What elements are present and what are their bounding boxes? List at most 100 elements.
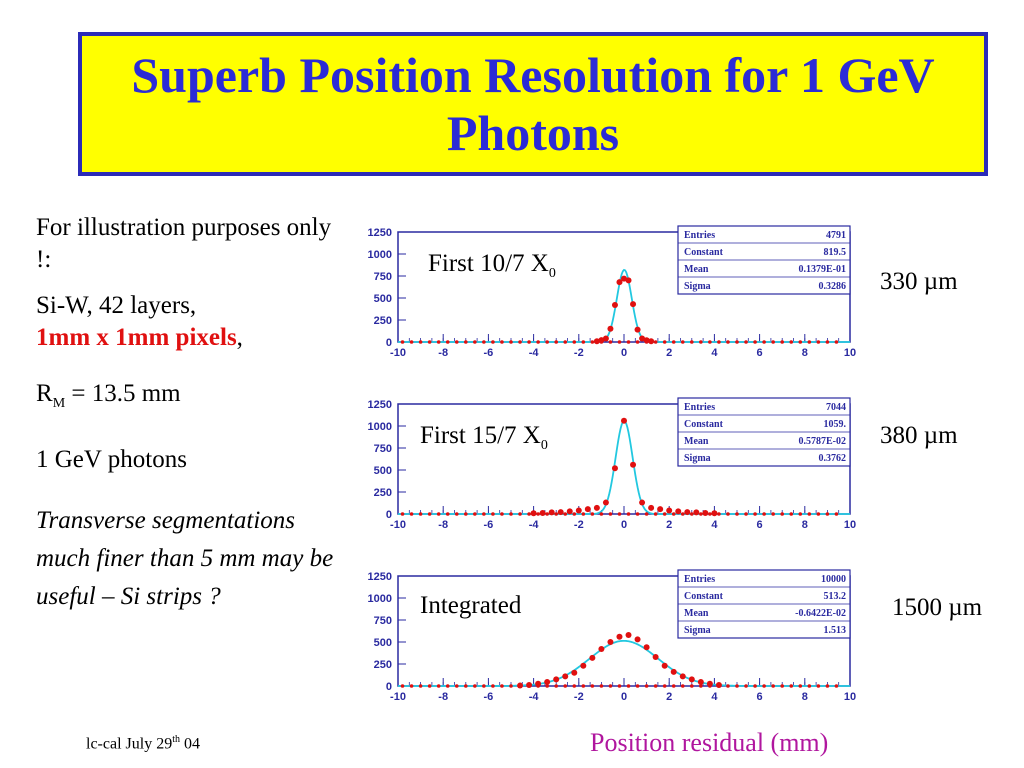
stats-value: 0.3762: [819, 453, 847, 464]
pixel-size: 1mm x 1mm pixels: [36, 324, 237, 351]
baseline-point: [500, 340, 504, 344]
baseline-point: [563, 684, 568, 688]
data-point: [589, 654, 596, 661]
panel-label-text: First 10/7 X: [428, 250, 549, 277]
baseline-point: [753, 512, 757, 516]
y-tick-label: 1250: [368, 571, 392, 583]
illustration-note: For illustration purposes only !:: [36, 214, 332, 273]
x-tick-label: 4: [711, 519, 718, 531]
baseline-point: [626, 512, 631, 516]
baseline-point: [635, 512, 640, 516]
baseline-point: [680, 684, 685, 688]
baseline-point: [590, 684, 595, 688]
baseline-point: [789, 684, 794, 688]
x-tick-label: -10: [390, 519, 406, 531]
baseline-point: [690, 340, 694, 344]
data-point: [544, 679, 551, 686]
baseline-point: [400, 512, 405, 516]
y-tick-label: 0: [386, 681, 392, 693]
baseline-point: [536, 340, 540, 344]
detector-spec: Si-W, 42 layers, 1mm x 1mm pixels,: [36, 290, 336, 354]
baseline-point: [653, 512, 658, 516]
title-box: Superb Position Resolution for 1 GeV Pho…: [78, 32, 988, 176]
baseline-point: [789, 512, 794, 516]
baseline-point: [825, 512, 830, 516]
slide-title: Superb Position Resolution for 1 GeV Pho…: [131, 47, 935, 161]
data-point: [652, 653, 659, 660]
data-point: [630, 301, 637, 308]
data-point: [535, 680, 542, 687]
footer-year: 04: [179, 735, 200, 753]
left-text-column: For illustration purposes only !: Si-W, …: [36, 212, 336, 630]
footer: lc-cal July 29th 04: [86, 734, 200, 753]
y-tick-label: 1250: [368, 399, 392, 411]
baseline-point: [635, 684, 640, 688]
x-tick-label: 2: [666, 347, 672, 359]
x-tick-label: -8: [438, 519, 448, 531]
panel-label: Integrated: [420, 592, 521, 624]
panel-label: First 10/7 X0: [428, 250, 556, 282]
stats-key: Sigma: [684, 453, 711, 464]
baseline-point: [816, 512, 821, 516]
histogram-chart: 0 250 500 750 1000 1250 -10 -8 -6 -4 -2 0 2 4 6 8 10 Entr…: [368, 397, 856, 531]
panel-label: First 15/7 X0: [420, 422, 548, 454]
baseline-point: [717, 340, 721, 344]
baseline-point: [400, 684, 405, 688]
histogram-panel-integrated: 0 250 500 750 1000 1250 -10 -8 -6 -4 -2 0 2 4 6 8 10 Entr…: [340, 556, 880, 726]
y-tick-label: 0: [386, 337, 392, 349]
baseline-point: [491, 684, 495, 688]
x-tick-label: -10: [390, 691, 406, 703]
data-point: [517, 682, 524, 689]
baseline-point: [771, 684, 775, 688]
segmentation-note: Transverse segmentations much finer than…: [36, 507, 334, 610]
data-point: [634, 636, 641, 643]
data-point: [634, 326, 641, 333]
data-point: [580, 662, 587, 669]
baseline-point: [545, 340, 549, 344]
baseline-point: [454, 340, 459, 344]
baseline-point: [798, 512, 803, 516]
x-tick-label: 2: [666, 691, 672, 703]
x-tick-label: 8: [802, 519, 808, 531]
data-point: [621, 275, 627, 282]
baseline-point: [409, 340, 414, 344]
baseline-point: [699, 512, 703, 516]
baseline-point: [834, 684, 839, 688]
data-point: [562, 673, 569, 680]
baseline-point: [518, 340, 522, 344]
baseline-point: [418, 340, 423, 344]
baseline-point: [762, 512, 766, 516]
x-tick-label: -4: [529, 347, 540, 359]
stats-value: 1.513: [824, 625, 847, 636]
stats-key: Mean: [684, 436, 709, 447]
baseline-point: [581, 512, 586, 516]
baseline-point: [753, 340, 757, 344]
baseline-point: [427, 340, 432, 344]
stats-value: 1059.: [824, 419, 847, 430]
data-point: [630, 461, 637, 468]
baseline-point: [563, 512, 568, 516]
resolution-label-1: 330 µm: [880, 268, 958, 295]
baseline-point: [690, 512, 694, 516]
y-tick-label: 750: [374, 271, 392, 283]
data-point: [625, 277, 632, 284]
x-tick-label: -8: [438, 691, 448, 703]
baseline-point: [482, 512, 486, 516]
stats-box: Entries 10000 Constant 513.2 Mean -0.6422E-02…: [677, 569, 851, 639]
data-point: [598, 646, 605, 653]
stats-value: 0.1379E-01: [799, 264, 847, 275]
stats-value: -0.6422E-02: [795, 608, 846, 619]
baseline-point: [427, 684, 432, 688]
y-tick-label: 750: [374, 615, 392, 627]
stats-key: Constant: [684, 247, 724, 258]
baseline-point: [834, 340, 839, 344]
baseline-point: [464, 684, 468, 688]
baseline-point: [527, 512, 531, 516]
baseline-point: [744, 684, 748, 688]
data-point: [643, 644, 650, 651]
data-point: [688, 676, 695, 683]
baseline-point: [572, 340, 577, 344]
baseline-point: [825, 340, 830, 344]
x-axis-label: Position residual (mm): [590, 728, 829, 757]
data-point: [593, 338, 600, 345]
